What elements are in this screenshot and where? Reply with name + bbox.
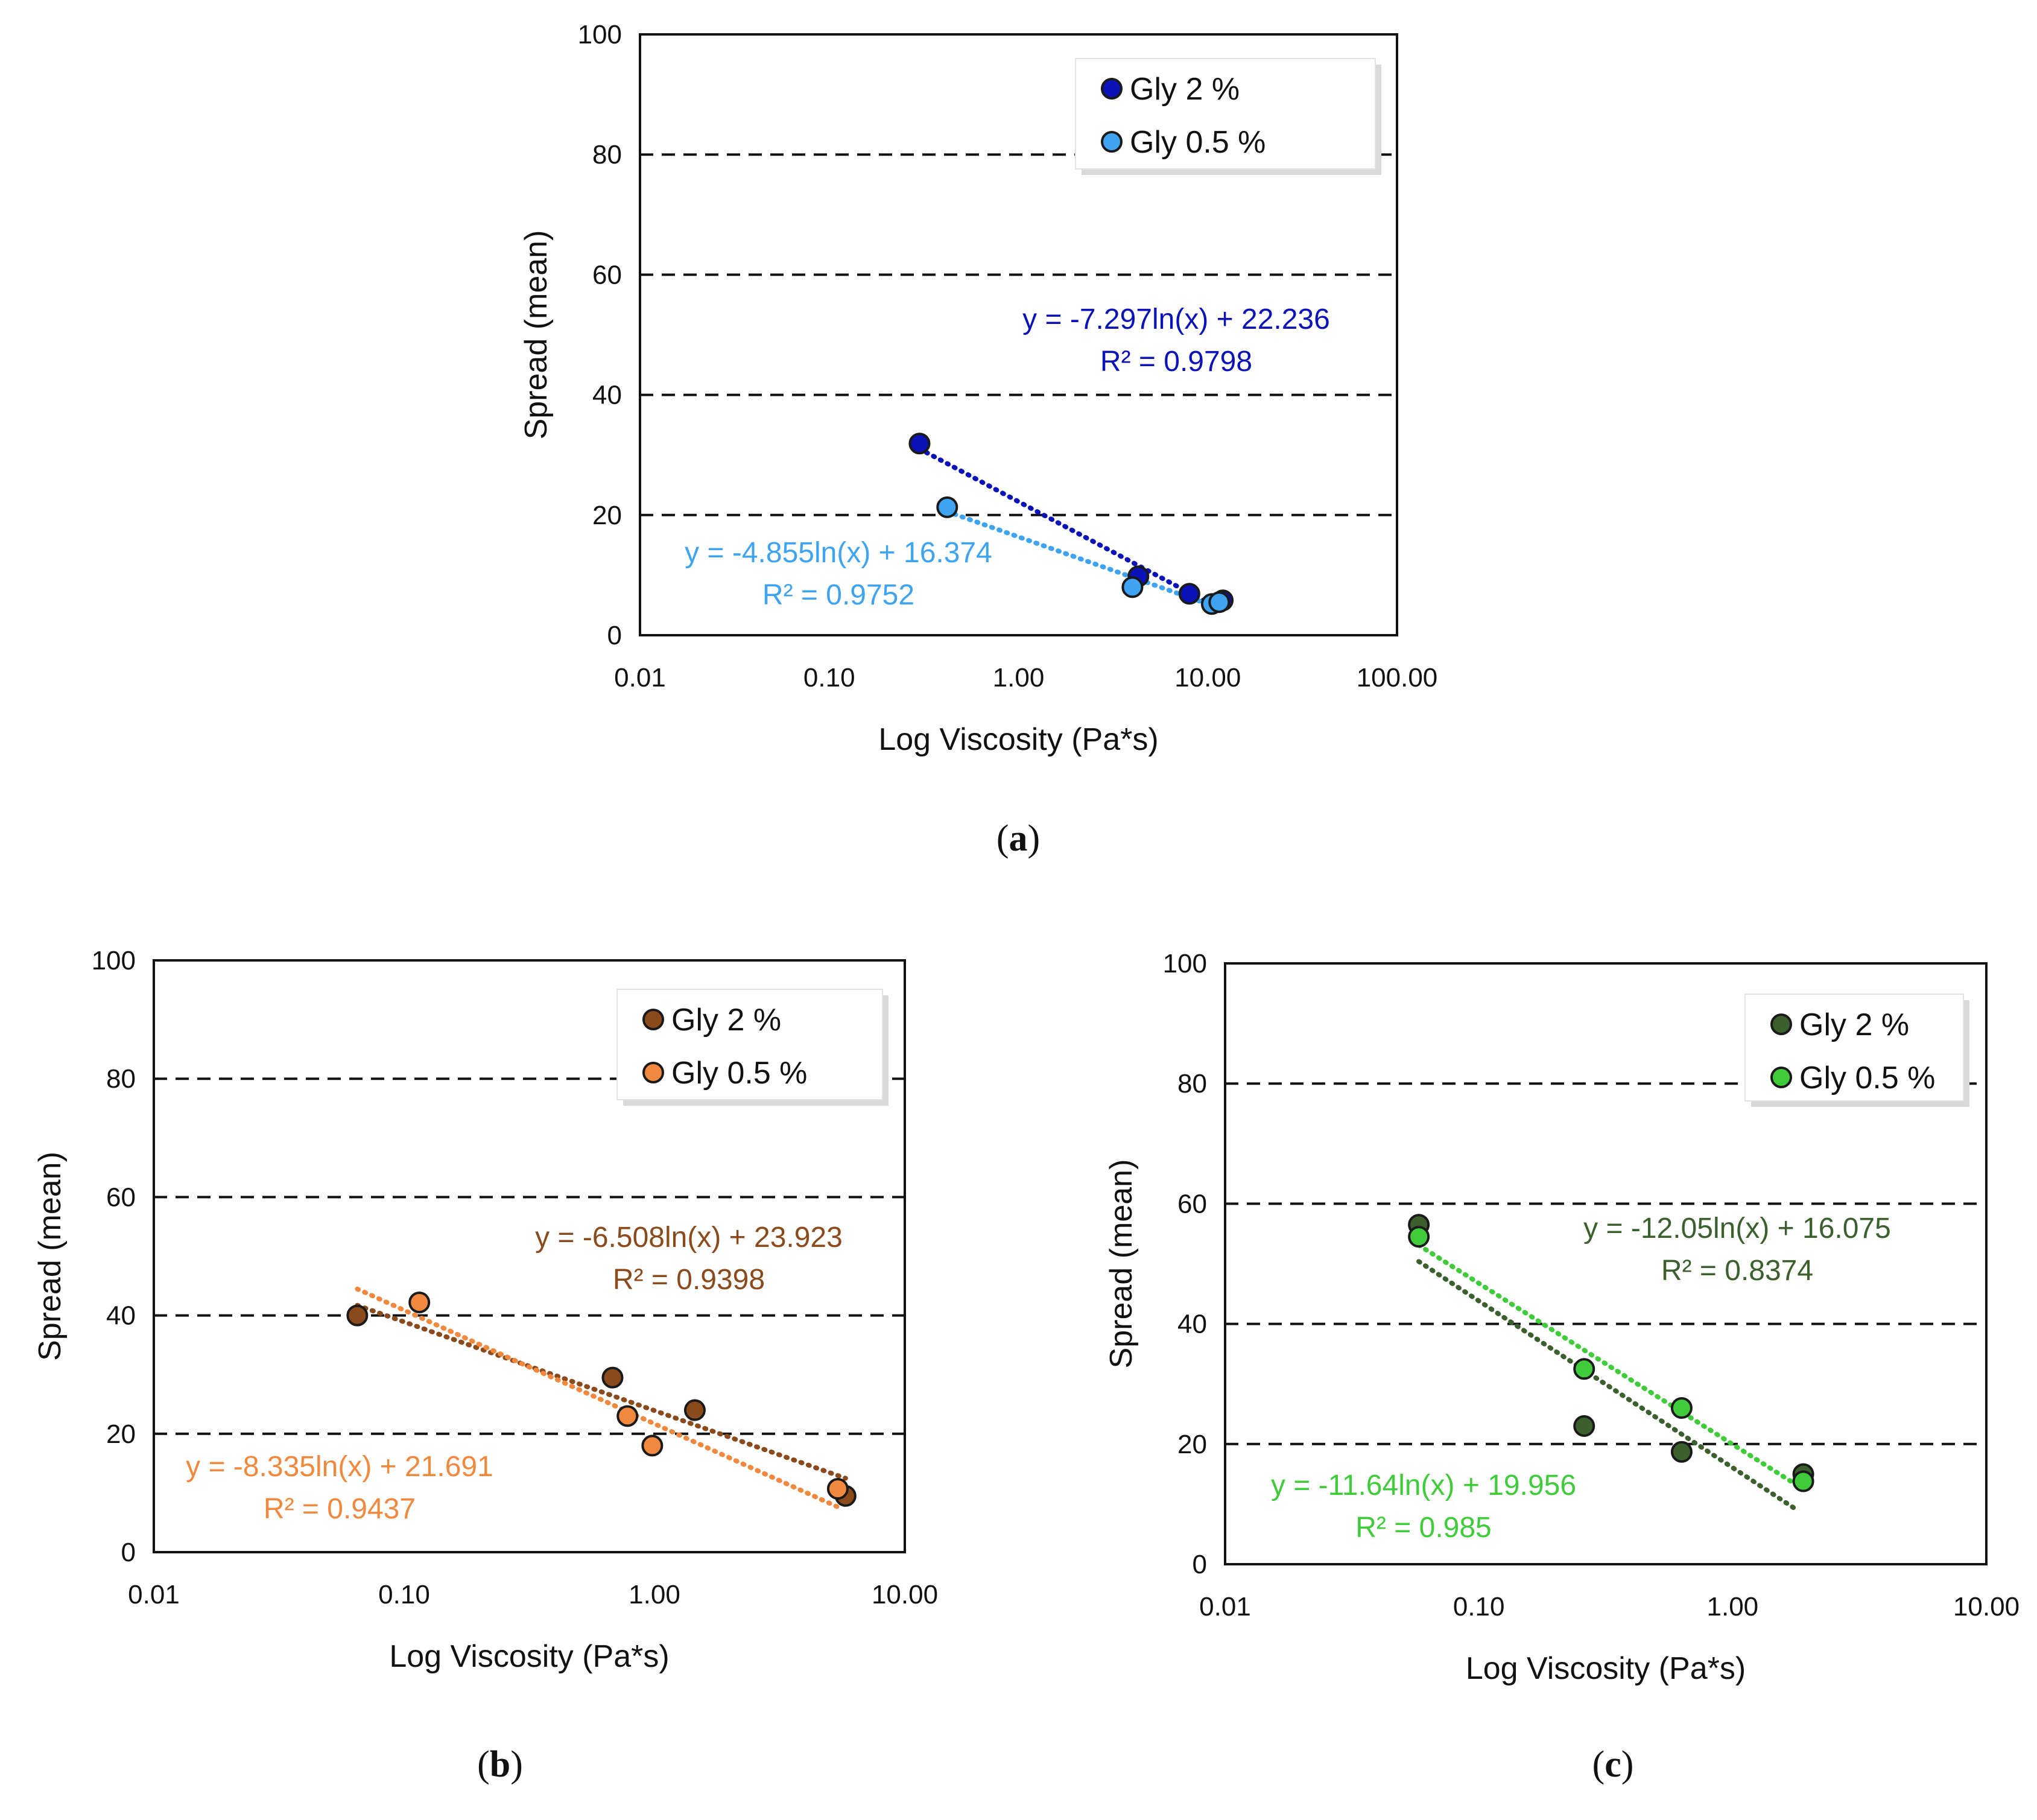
legend-marker — [1770, 1013, 1792, 1035]
trendline — [355, 1302, 848, 1481]
data-point — [601, 1366, 624, 1389]
y-tick-label: 0 — [1193, 1550, 1207, 1579]
y-tick-label: 20 — [106, 1419, 136, 1449]
x-tick-label: 1.00 — [993, 663, 1045, 693]
x-tick-label: 1.00 — [629, 1580, 680, 1609]
panel-caption: (a) — [996, 818, 1040, 859]
legend-label: Gly 2 % — [671, 1003, 781, 1038]
data-point — [1792, 1470, 1814, 1492]
y-tick-label: 80 — [1177, 1069, 1207, 1099]
y-tick-label: 40 — [592, 381, 622, 410]
panel-caption: (b) — [477, 1744, 523, 1785]
y-tick-label: 0 — [121, 1538, 136, 1567]
x-tick-label: 10.00 — [872, 1580, 938, 1609]
y-axis-title: Spread (mean) — [33, 1152, 68, 1361]
data-point — [1178, 583, 1200, 605]
x-axis-title: Log Viscosity (Pa*s) — [878, 722, 1158, 757]
legend-box — [616, 989, 883, 1100]
y-tick-label: 80 — [592, 140, 622, 170]
x-axis-title: Log Viscosity (Pa*s) — [1466, 1651, 1746, 1686]
y-tick-label: 60 — [1177, 1189, 1207, 1219]
x-tick-label: 0.01 — [614, 663, 666, 693]
y-tick-label: 20 — [1177, 1430, 1207, 1459]
r-squared-label: R² = 0.9437 — [264, 1493, 416, 1525]
data-point — [346, 1304, 369, 1327]
y-tick-label: 100 — [92, 946, 136, 975]
r-squared-label: R² = 0.8374 — [1661, 1255, 1813, 1287]
y-tick-label: 100 — [1163, 949, 1207, 978]
legend-label: Gly 2 % — [1130, 72, 1240, 107]
panel-caption: (c) — [1592, 1744, 1634, 1785]
x-tick-label: 10.00 — [1174, 663, 1241, 693]
x-tick-label: 10.00 — [1953, 1592, 2020, 1622]
trendline — [355, 1286, 840, 1510]
plot-frame — [639, 33, 1398, 636]
trendline-equation: y = -7.297ln(x) + 22.236 — [1022, 303, 1330, 335]
legend-marker — [1770, 1067, 1792, 1088]
x-tick-label: 0.01 — [128, 1580, 180, 1609]
data-point — [908, 433, 931, 455]
chart-panel-c: 0 20 40 60 80 100 0.01 0.10 1.00 10.00 Log Viscosi… — [1104, 949, 2020, 1785]
data-point — [1573, 1415, 1595, 1437]
chart-panel-b: 0 20 40 60 80 100 0.01 0.10 1.00 10.00 Log Viscosi… — [33, 946, 938, 1785]
data-point — [1208, 591, 1231, 614]
data-point — [408, 1292, 431, 1314]
data-point — [1670, 1441, 1693, 1463]
chart-panel-a: 0 20 40 60 80 100 0.01 0.10 1.00 10.00 100.00 Log V… — [519, 20, 1437, 859]
data-point — [641, 1435, 664, 1457]
trendline — [1416, 1259, 1797, 1511]
x-tick-label: 0.10 — [378, 1580, 430, 1609]
x-tick-label: 0.10 — [803, 663, 855, 693]
legend-marker — [1101, 131, 1123, 153]
y-tick-label: 60 — [106, 1182, 136, 1212]
y-tick-label: 40 — [106, 1301, 136, 1331]
trendline-equation: y = -11.64ln(x) + 19.956 — [1271, 1470, 1576, 1501]
legend-label: Gly 2 % — [1799, 1007, 1909, 1042]
plot-frame — [1224, 962, 1988, 1565]
legend-marker — [642, 1062, 664, 1083]
x-tick-label: 0.01 — [1199, 1592, 1251, 1622]
y-tick-label: 80 — [106, 1064, 136, 1094]
r-squared-label: R² = 0.9398 — [613, 1264, 765, 1296]
data-point — [1573, 1358, 1595, 1380]
y-axis-title: Spread (mean) — [1104, 1159, 1139, 1369]
y-tick-label: 100 — [578, 20, 622, 49]
data-point — [1121, 576, 1144, 598]
legend-marker — [642, 1009, 664, 1030]
y-tick-label: 20 — [592, 501, 622, 530]
legend-marker — [1101, 78, 1123, 100]
r-squared-label: R² = 0.985 — [1355, 1512, 1491, 1544]
trendline-equation: y = -8.335ln(x) + 21.691 — [186, 1451, 493, 1483]
y-axis-title: Spread (mean) — [519, 230, 554, 440]
trendline-equation: y = -6.508ln(x) + 23.923 — [535, 1222, 843, 1254]
r-squared-label: R² = 0.9798 — [1100, 346, 1252, 378]
x-tick-label: 0.10 — [1453, 1592, 1505, 1622]
data-point — [1408, 1226, 1430, 1248]
data-point — [826, 1478, 849, 1500]
x-tick-label: 1.00 — [1707, 1592, 1759, 1622]
data-point — [683, 1399, 706, 1421]
data-point — [1670, 1397, 1693, 1419]
r-squared-label: R² = 0.9752 — [762, 579, 914, 611]
y-tick-label: 60 — [592, 260, 622, 290]
legend-box — [1075, 58, 1376, 170]
legend-label: Gly 0.5 % — [1799, 1061, 1935, 1095]
legend-label: Gly 0.5 % — [1130, 125, 1266, 160]
y-tick-label: 40 — [1177, 1310, 1207, 1339]
x-tick-label: 100.00 — [1357, 663, 1438, 693]
trendline — [1416, 1243, 1797, 1486]
plot-frame — [153, 959, 906, 1553]
trendline — [917, 446, 1226, 614]
x-axis-title: Log Viscosity (Pa*s) — [389, 1639, 669, 1674]
trendline-equation: y = -4.855ln(x) + 16.374 — [685, 537, 992, 569]
data-point — [936, 496, 958, 518]
trendline-equation: y = -12.05ln(x) + 16.075 — [1583, 1213, 1891, 1245]
trendline — [945, 509, 1222, 610]
data-point — [616, 1405, 639, 1427]
y-tick-label: 0 — [607, 621, 622, 650]
legend-label: Gly 0.5 % — [671, 1056, 807, 1091]
